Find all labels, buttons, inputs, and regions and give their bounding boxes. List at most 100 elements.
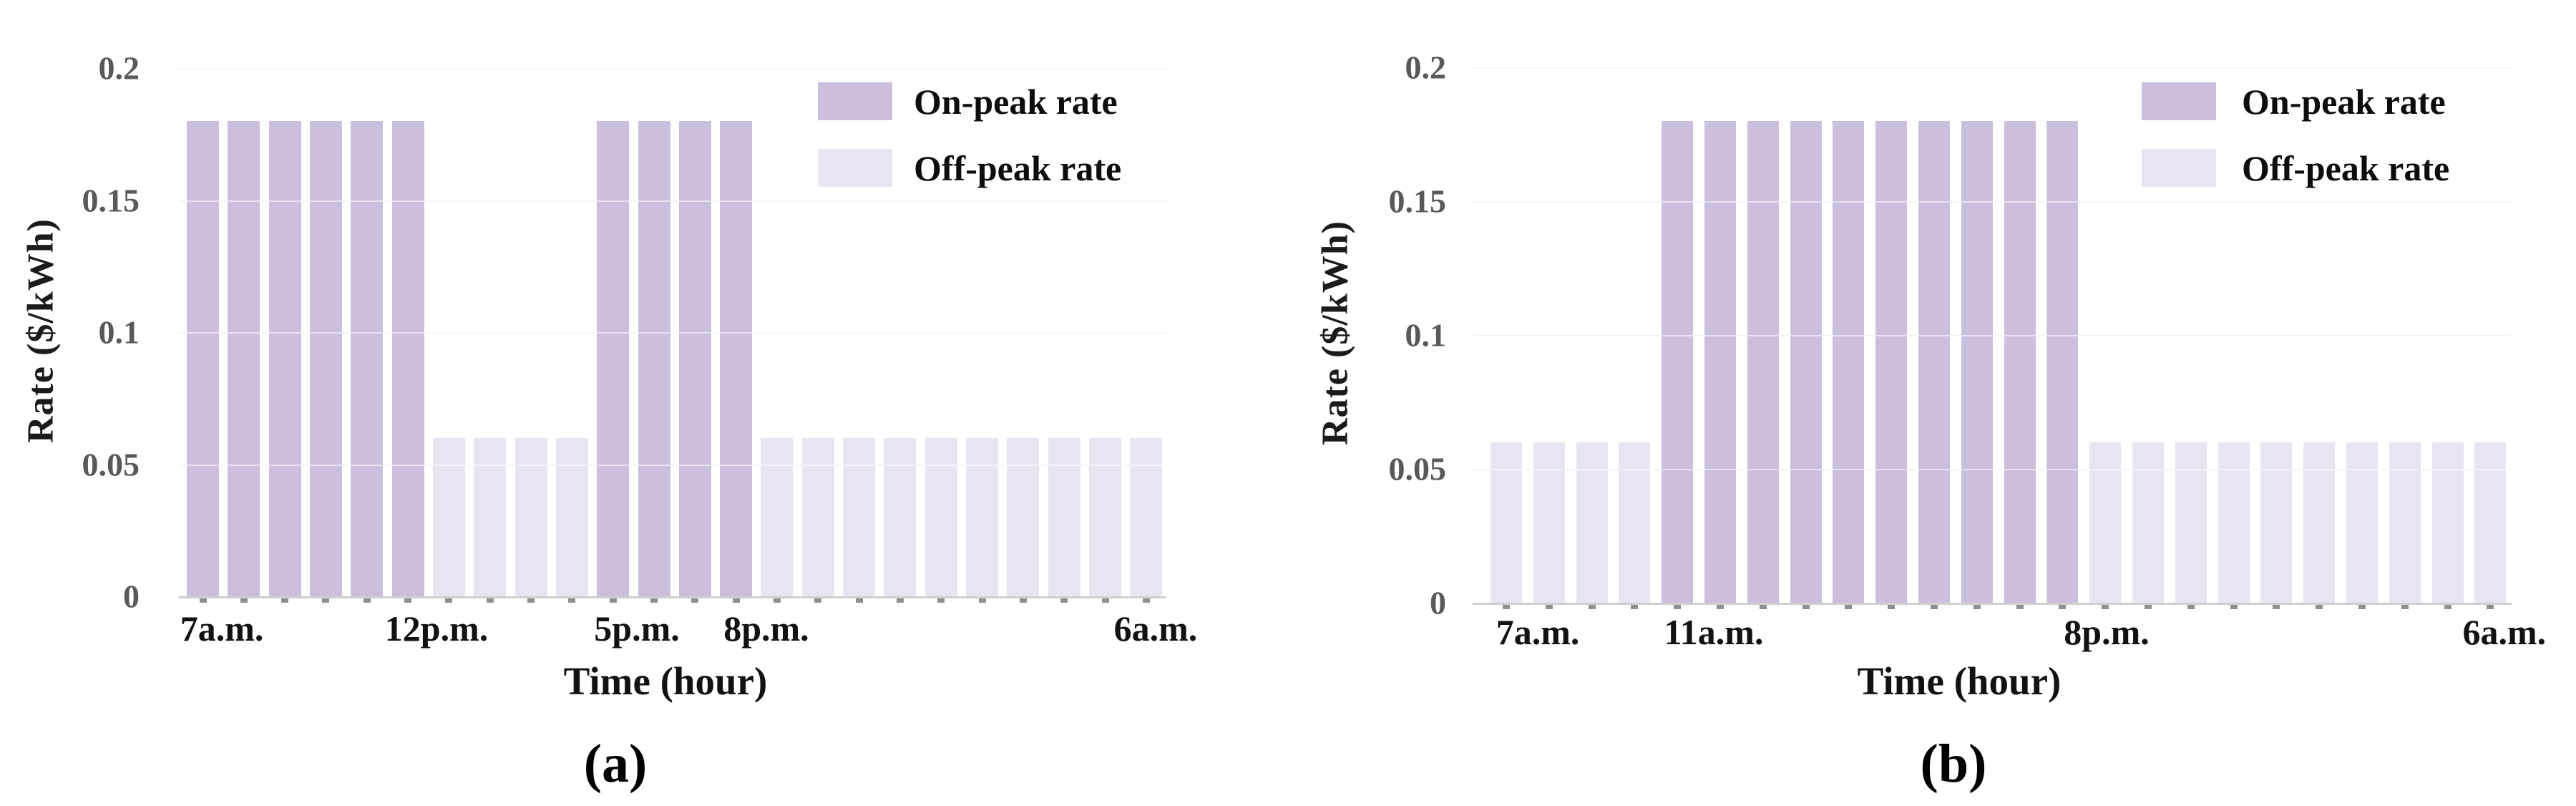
on-peak-bar-8p.m.: [2046, 120, 2079, 603]
on-peak-bar-7p.m.: [2004, 120, 2036, 603]
gridline-overlay: [1473, 67, 2512, 69]
on-peak-bar-2p.m.: [1790, 120, 1822, 603]
off-peak-bar-7a.m.: [1491, 442, 1522, 603]
legend-swatch-off-peak: [2142, 149, 2216, 187]
x-tick-label: 6a.m.: [2462, 612, 2547, 652]
x-tick-label: 7a.m.: [180, 608, 264, 649]
axis-tick-mark: [568, 598, 576, 603]
off-peak-bar-3a.m.: [2346, 442, 2378, 603]
y-tick-label: 0.05: [1388, 450, 1447, 487]
axis-tick-mark: [1674, 605, 1682, 609]
axis-tick-mark: [2016, 605, 2024, 609]
on-peak-bar-1p.m.: [1747, 120, 1779, 603]
legend-label-off-peak: Off-peak rate: [914, 147, 1122, 188]
off-peak-bar-8a.m.: [1533, 442, 1565, 603]
on-peak-bar-10a.m.: [309, 120, 342, 596]
gridline-overlay: [179, 332, 1166, 334]
off-peak-bar-3p.m.: [514, 437, 547, 596]
off-peak-bar-5a.m.: [1089, 437, 1122, 596]
axis-tick-mark: [1973, 605, 1981, 609]
gridline-overlay: [179, 200, 1166, 202]
axis-tick-mark: [691, 598, 699, 603]
y-tick-label: 0.05: [82, 446, 140, 482]
on-peak-bar-7p.m.: [678, 120, 711, 596]
on-peak-bar-4p.m.: [1875, 120, 1908, 603]
axis-tick-mark: [896, 598, 904, 603]
x-axis-title: Time (hour): [1857, 659, 2062, 703]
on-peak-bar-8a.m.: [228, 120, 260, 596]
legend-swatch-off-peak: [818, 149, 892, 187]
subfigure-caption: (b): [1920, 734, 1987, 794]
axis-tick-mark: [1503, 605, 1510, 609]
off-peak-bar-2p.m.: [474, 437, 507, 596]
off-peak-bar-4a.m.: [2389, 442, 2421, 603]
axis-tick-mark: [2059, 605, 2067, 609]
legend-label-on-peak: On-peak rate: [914, 81, 1118, 122]
off-peak-bar-5a.m.: [2431, 442, 2464, 603]
x-axis-line: [179, 596, 1166, 598]
off-peak-bar-10a.m.: [1619, 442, 1651, 603]
axis-tick-mark: [1631, 605, 1639, 609]
off-peak-bar-3a.m.: [1007, 437, 1040, 596]
axis-tick-mark: [2187, 605, 2195, 609]
off-peak-bar-4a.m.: [1048, 437, 1080, 596]
x-tick-label: 5p.m.: [594, 608, 680, 649]
axis-tick-mark: [2487, 605, 2494, 609]
x-tick-label: 8p.m.: [723, 608, 809, 649]
off-peak-bar-9p.m.: [2089, 442, 2122, 603]
axis-tick-mark: [855, 598, 863, 603]
axis-tick-mark: [1588, 605, 1596, 609]
off-peak-bar-11p.m.: [2175, 442, 2207, 603]
axis-tick-mark: [978, 598, 986, 603]
axis-tick-mark: [1717, 605, 1724, 609]
x-axis-line: [1473, 603, 2512, 605]
off-peak-bar-11p.m.: [843, 437, 876, 596]
off-peak-bar-1a.m.: [2260, 442, 2293, 603]
x-tick-label: 12p.m.: [384, 608, 489, 649]
x-tick-label: 8p.m.: [2064, 612, 2150, 652]
off-peak-bar-2a.m.: [2303, 442, 2336, 603]
gridline-overlay: [1473, 201, 2512, 203]
axis-tick-mark: [2444, 605, 2451, 609]
axis-tick-mark: [527, 598, 535, 603]
off-peak-bar-2a.m.: [966, 437, 999, 596]
chart-a: Rate ($/kWh) 7a.m. 12p.m. 5p.m. 8p.m. 6a.m. …: [21, 50, 1198, 795]
axis-tick-mark: [2273, 605, 2280, 609]
axis-tick-mark: [1888, 605, 1896, 609]
axis-tick-mark: [937, 598, 945, 603]
y-tick-label: 0.15: [1388, 183, 1447, 220]
axis-tick-mark: [2358, 605, 2366, 609]
off-peak-bar-1a.m.: [924, 437, 957, 596]
gridline-overlay: [179, 464, 1166, 466]
axis-tick-mark: [2316, 605, 2323, 609]
axis-tick-mark: [363, 598, 371, 603]
axis-tick-mark: [2230, 605, 2238, 609]
y-tick-label: 0.1: [98, 314, 140, 351]
legend-label-off-peak: Off-peak rate: [2242, 147, 2450, 188]
x-axis-title: Time (hour): [563, 659, 768, 703]
axis-tick-mark: [281, 598, 289, 603]
axis-tick-mark: [322, 598, 330, 603]
y-tick-label: 0.2: [1405, 49, 1447, 86]
axis-tick-mark: [609, 598, 617, 603]
axis-tick-mark: [1142, 598, 1150, 603]
on-peak-bar-5p.m.: [597, 120, 630, 596]
axis-tick-mark: [2401, 605, 2409, 609]
off-peak-bar-9p.m.: [761, 437, 794, 596]
on-peak-bar-6p.m.: [1961, 120, 1993, 603]
axis-tick-mark: [1101, 598, 1109, 603]
axis-tick-mark: [1759, 605, 1767, 609]
on-peak-bar-9a.m.: [268, 120, 301, 596]
subfigure-caption: (a): [583, 734, 648, 794]
on-peak-bar-12p.m.: [1704, 120, 1736, 603]
x-tick-label: 6a.m.: [1113, 608, 1198, 649]
axis-tick-mark: [1019, 598, 1027, 603]
on-peak-bar-11a.m.: [351, 120, 384, 596]
off-peak-bar-6a.m.: [1130, 437, 1163, 596]
y-tick-label: 0.1: [1405, 316, 1447, 354]
on-peak-bar-6p.m.: [638, 120, 670, 596]
axis-tick-mark: [2102, 605, 2109, 609]
off-peak-bar-1p.m.: [432, 437, 465, 596]
axis-tick-mark: [199, 598, 207, 603]
gridline-overlay: [179, 68, 1166, 69]
